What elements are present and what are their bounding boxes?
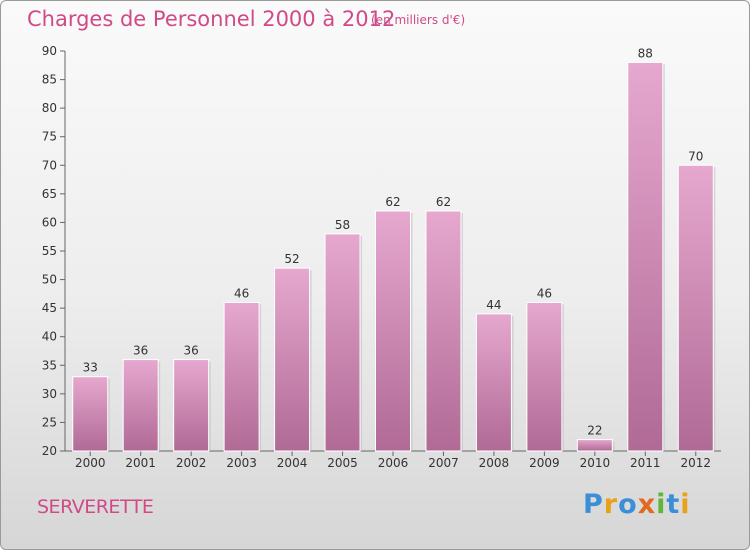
x-tick-label: 2011 — [630, 456, 661, 470]
chart-title: Charges de Personnel 2000 à 2012 — [27, 7, 396, 31]
y-tick-label: 90 — [42, 44, 57, 58]
logo-letter: t — [666, 489, 681, 520]
x-tick-label: 2003 — [226, 456, 257, 470]
bar — [72, 376, 109, 452]
x-tick-label: 2006 — [378, 456, 409, 470]
bar — [576, 439, 613, 452]
bar — [122, 359, 159, 452]
x-tick-label: 2009 — [529, 456, 560, 470]
x-tick-label: 2000 — [75, 456, 106, 470]
x-tick-label: 2005 — [327, 456, 358, 470]
data-label: 46 — [234, 286, 249, 300]
x-tick-label: 2012 — [680, 456, 711, 470]
bar — [375, 210, 411, 452]
y-tick-label: 85 — [42, 73, 57, 87]
bar-group: 33 — [72, 361, 110, 452]
y-tick-label: 60 — [42, 215, 57, 229]
x-tick-label: 2007 — [428, 456, 459, 470]
data-label: 36 — [184, 344, 199, 358]
proxiti-logo: Proxiti — [583, 489, 691, 520]
data-label: 52 — [284, 252, 299, 266]
data-label: 58 — [335, 218, 350, 232]
x-tick-label: 2010 — [580, 456, 611, 470]
logo-letter: r — [603, 489, 619, 520]
y-tick-label: 80 — [42, 101, 57, 115]
y-tick-label: 30 — [42, 387, 57, 401]
bar-group: 62 — [375, 195, 413, 452]
bar — [173, 359, 210, 452]
logo-letter: i — [656, 489, 667, 520]
bar-group: 46 — [526, 286, 564, 452]
bar-group: 62 — [425, 195, 463, 452]
x-axis: 2000 2001 2002 2003 2004 2005 2006 2007 2008 2009… — [65, 450, 721, 470]
data-label: 33 — [83, 361, 98, 375]
bar — [425, 210, 462, 452]
data-label: 88 — [638, 46, 653, 60]
chart-unit-label: (en milliers d'€) — [371, 13, 466, 27]
bar-group: 22 — [576, 424, 615, 452]
bar — [324, 233, 361, 452]
y-tick-label: 45 — [42, 301, 57, 315]
y-tick-label: 20 — [42, 444, 57, 458]
data-label: 22 — [587, 424, 602, 438]
bar — [223, 301, 260, 452]
y-tick-label: 75 — [42, 130, 57, 144]
x-tick-label: 2001 — [125, 456, 156, 470]
bar-group: 44 — [475, 298, 514, 452]
town-name: SERVERETTE — [37, 496, 154, 518]
y-axis: 20 25 30 35 40 45 50 55 60 65 70 75 80 85 90 — [42, 44, 66, 458]
data-label: 62 — [436, 195, 451, 209]
logo-letter: x — [637, 489, 657, 520]
logo-letter: o — [618, 489, 638, 520]
y-tick-label: 65 — [42, 187, 57, 201]
bar-group: 36 — [122, 344, 161, 452]
bar-group: 46 — [223, 286, 262, 452]
x-tick-label: 2004 — [277, 456, 308, 470]
bar — [526, 301, 563, 452]
bar — [274, 267, 311, 452]
y-tick-label: 70 — [42, 158, 57, 172]
bar-group: 70 — [677, 149, 716, 452]
bar-group: 36 — [173, 344, 211, 452]
bar — [627, 61, 664, 452]
data-label: 36 — [133, 344, 148, 358]
y-tick-label: 25 — [42, 415, 57, 429]
bar-group: 88 — [627, 46, 665, 452]
y-tick-label: 50 — [42, 273, 57, 287]
x-tick-label: 2002 — [176, 456, 207, 470]
bar-group: 52 — [274, 252, 312, 452]
data-label: 46 — [537, 286, 552, 300]
bar — [677, 164, 714, 452]
x-tick-label: 2008 — [479, 456, 510, 470]
data-label: 62 — [385, 195, 400, 209]
y-tick-label: 40 — [42, 330, 57, 344]
logo-letter: P — [583, 489, 604, 520]
logo-letter: i — [680, 489, 691, 520]
data-label: 44 — [486, 298, 501, 312]
bar — [475, 313, 512, 452]
data-label: 70 — [688, 149, 703, 163]
y-tick-label: 55 — [42, 244, 57, 258]
bar-group: 58 — [324, 218, 363, 452]
y-tick-label: 35 — [42, 358, 57, 372]
bars-group: 33 36 36 46 52 58 62 62 44 46 22 88 70 — [72, 46, 716, 452]
